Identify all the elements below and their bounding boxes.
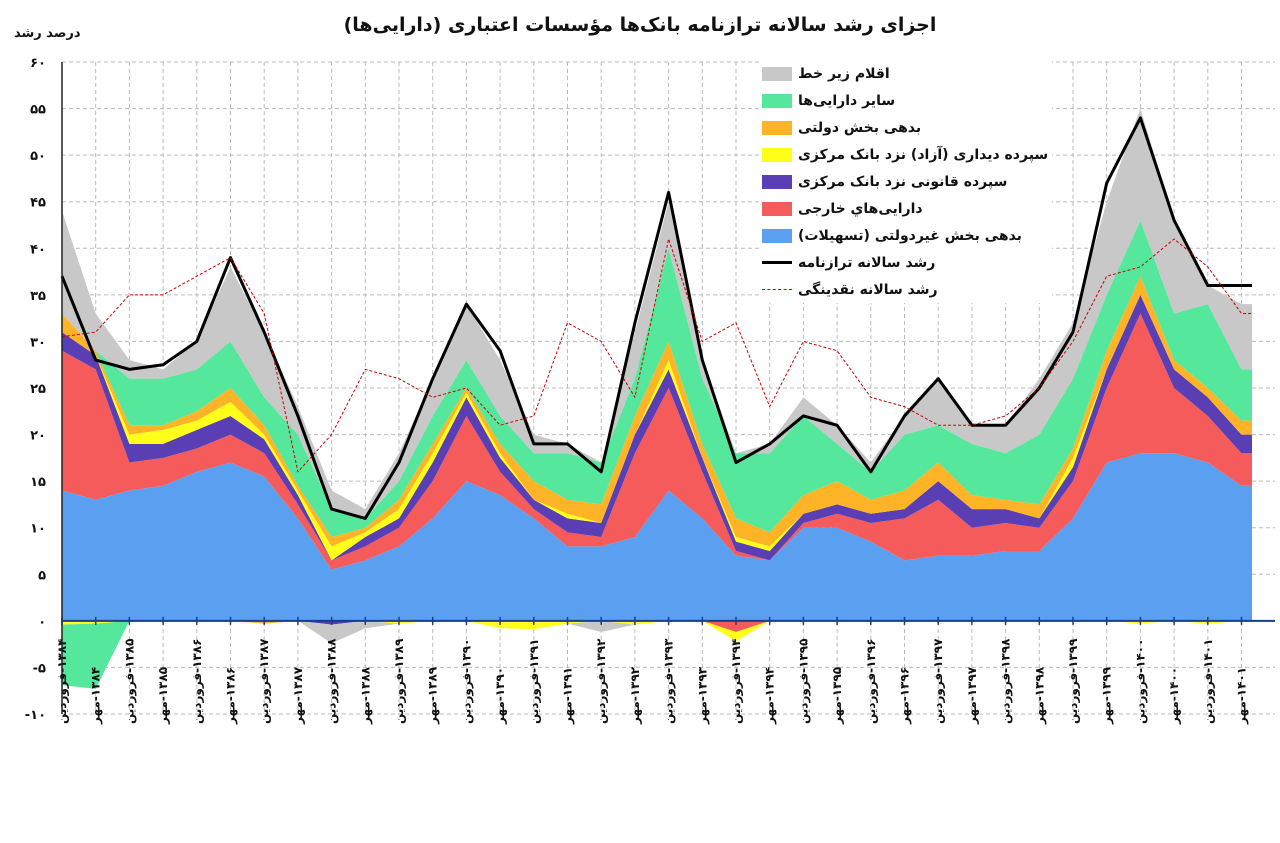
x-tick-label: ۱۳۹۰-مهر: [493, 667, 507, 725]
legend-label: سپرده دیداری (آزاد) نزد بانک مرکزی: [798, 146, 1049, 163]
legend-swatch: [762, 120, 792, 135]
x-tick-label: ۱۳۸۶-فروردین: [190, 639, 205, 724]
x-tick-label: ۱۳۹۲-فروردین: [594, 638, 609, 724]
line-series: [60, 116, 1252, 520]
y-tick-label: ۵۵: [30, 103, 46, 118]
y-tick-label: ۶۰: [30, 56, 46, 71]
legend-swatch: [762, 228, 792, 243]
legend-swatch: [762, 66, 792, 81]
legend-label: بدهی بخش دولتی: [798, 119, 922, 136]
x-tick-label: ۱۳۸۷-فروردین: [257, 638, 272, 724]
x-tick-label: ۱۴۰۰-مهر: [1167, 667, 1181, 725]
x-tick-label: ۱۳۹۴-فروردین: [729, 639, 744, 724]
y-tick-label: ۳۰: [30, 335, 46, 350]
x-tick-label: ۱۳۸۹-فروردین: [392, 638, 407, 724]
y-tick-label: ۴۵: [30, 196, 46, 211]
x-tick-label: ۱۳۸۹-مهر: [426, 666, 440, 725]
x-tick-label: ۱۴۰۱-مهر: [1235, 667, 1249, 725]
x-tick-label: ۱۳۹۶-فروردین: [864, 639, 879, 724]
x-tick-label: ۱۳۹۹-مهر: [1100, 666, 1114, 725]
legend-label: بدهی بخش غیردولتی (تسهیلات): [798, 227, 1022, 244]
legend-swatch: [762, 201, 792, 216]
x-tick-label: ۱۳۸۸-فروردین: [325, 638, 340, 724]
legend-label: سپرده قانونی نزد بانک مرکزی: [798, 173, 1008, 190]
legend-label: اقلام زیر خط: [798, 65, 890, 82]
legend-item: اقلام زیر خط: [762, 60, 1052, 87]
y-axis-label: درصد رشد: [14, 26, 81, 41]
area-series-1: [62, 313, 1252, 570]
area-series-5: [62, 220, 1252, 538]
y-tick-label: ۲۵: [30, 382, 46, 397]
x-tick-label: ۱۳۹۶-مهر: [898, 667, 912, 725]
legend-label: سایر دارایی‌ها: [798, 92, 896, 109]
x-tick-label: ۱۳۹۱-فروردین: [527, 639, 542, 724]
area-series-0: [62, 453, 1252, 621]
area-series-6: [62, 108, 1252, 519]
y-tick-label: ۲۰: [30, 429, 46, 444]
line-series-0: [60, 116, 1252, 520]
y-tick-label: ۵: [38, 568, 46, 583]
x-tick-label: ۱۳۸۶-مهر: [224, 667, 238, 725]
x-tick-label: ۱۳۸۸-مهر: [358, 666, 372, 725]
x-tick-label: ۱۳۹۳-فروردین: [662, 638, 677, 724]
legend-swatch: [762, 93, 792, 108]
y-tick-label: -۵: [33, 661, 46, 676]
legend-swatch: [762, 147, 792, 162]
legend-item: سپرده قانونی نزد بانک مرکزی: [762, 168, 1052, 195]
x-tick-label: ۱۳۸۵-فروردین: [122, 639, 137, 724]
area-series-2: [62, 294, 1252, 561]
x-tick-label: ۱۴۰۰-فروردین: [1133, 639, 1148, 724]
x-tick-label: ۱۳۹۸-مهر: [1032, 666, 1046, 725]
chart-title: اجزای رشد سالانه ترازنامه بانک‌ها مؤسسات…: [343, 14, 937, 36]
legend-swatch: [762, 174, 792, 189]
x-tick-label: ۱۳۹۳-مهر: [695, 666, 709, 725]
x-tick-label: ۱۳۸۵-مهر: [156, 667, 170, 725]
x-tick-label: ۱۳۹۱-مهر: [561, 667, 575, 725]
y-tick-label: ۱۰: [30, 522, 46, 537]
y-tick-label: ۵۰: [30, 149, 46, 164]
legend-item: بدهی بخش غیردولتی (تسهیلات): [762, 222, 1052, 249]
x-tick-label: ۱۳۹۰-فروردین: [459, 639, 474, 724]
y-tick-label: ۳۵: [30, 289, 46, 304]
x-tick-label: ۱۴۰۱-فروردین: [1201, 639, 1216, 724]
legend-item: رشد سالانه ترازنامه: [762, 249, 1052, 276]
x-tick-label: ۱۳۹۷-فروردین: [931, 638, 946, 724]
legend-item: سپرده دیداری (آزاد) نزد بانک مرکزی: [762, 141, 1052, 168]
y-tick-label: ۰: [38, 615, 46, 630]
legend-item: سایر دارایی‌ها: [762, 87, 1052, 114]
legend: اقلام زیر خط سایر دارایی‌ها بدهی بخش دولتی…: [762, 60, 1052, 303]
y-tick-label: ۱۵: [30, 475, 46, 490]
legend-item: دارایی‌هاي خارجی: [762, 195, 1052, 222]
legend-item: بدهی بخش دولتی: [762, 114, 1052, 141]
line-series-1: [61, 238, 1252, 473]
x-tick-label: ۱۳۹۸-فروردین: [999, 638, 1014, 724]
x-tick-label: ۱۳۹۴-مهر: [763, 667, 777, 725]
legend-item: رشد سالانه نقدینگی: [762, 276, 1052, 303]
legend-label: رشد سالانه نقدینگی: [798, 281, 938, 298]
x-tick-label: ۱۳۹۵-مهر: [830, 667, 844, 725]
legend-swatch: [762, 261, 792, 264]
stacked-areas: [62, 108, 1252, 689]
x-tick-label: ۱۳۹۵-فروردین: [796, 639, 811, 724]
x-tick-label: ۱۳۸۴-مهر: [89, 667, 103, 725]
negative-area-series-3: [62, 620, 1252, 642]
x-tick-label: ۱۳۹۷-مهر: [965, 666, 979, 725]
x-tick-label: ۱۳۹۲-مهر: [628, 666, 642, 725]
x-tick-label: ۱۳۸۷-مهر: [291, 666, 305, 725]
area-series-4: [62, 276, 1252, 547]
y-tick-label: ۴۰: [30, 242, 46, 257]
legend-label: دارایی‌هاي خارجی: [798, 200, 923, 217]
x-tick-label: ۱۳۹۹-فروردین: [1066, 638, 1081, 724]
legend-label: رشد سالانه ترازنامه: [798, 254, 936, 271]
y-tick-label: -۱۰: [25, 708, 46, 723]
legend-swatch: [762, 289, 792, 290]
